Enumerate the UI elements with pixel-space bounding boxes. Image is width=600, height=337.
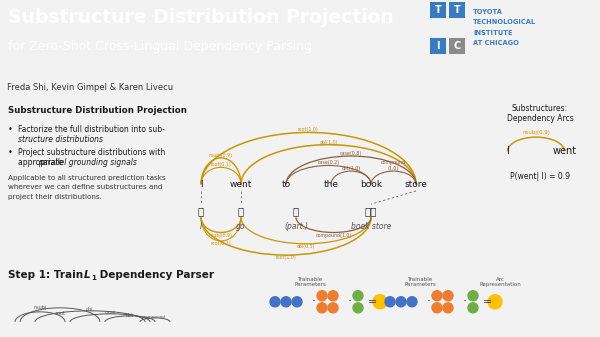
Text: root(1.0): root(1.0) — [298, 127, 319, 132]
Text: go: go — [236, 222, 246, 231]
FancyBboxPatch shape — [449, 38, 465, 54]
Text: Trainable
Parameters: Trainable Parameters — [404, 277, 436, 287]
Circle shape — [270, 297, 280, 307]
Text: (part.): (part.) — [284, 222, 308, 231]
Circle shape — [353, 303, 363, 313]
Text: root: root — [55, 311, 65, 316]
Circle shape — [317, 303, 327, 313]
Text: INSTITUTE: INSTITUTE — [473, 30, 512, 36]
Circle shape — [385, 297, 395, 307]
Text: Freda Shi, Kevin Gimpel & Karen Livecu: Freda Shi, Kevin Gimpel & Karen Livecu — [7, 83, 173, 92]
Text: appropriate: appropriate — [18, 158, 65, 167]
Text: nsubj(0.9): nsubj(0.9) — [209, 233, 233, 238]
Text: case(0.2): case(0.2) — [317, 160, 340, 165]
Text: P(went| I) = 0.9: P(went| I) = 0.9 — [510, 172, 570, 181]
Text: compound(1.0): compound(1.0) — [316, 233, 352, 238]
Circle shape — [407, 297, 417, 307]
Text: 去: 去 — [238, 206, 244, 216]
Text: Substructure Distribution Projection: Substructure Distribution Projection — [8, 106, 187, 115]
Text: I: I — [200, 222, 202, 231]
Text: Applicable to all structured prediction tasks: Applicable to all structured prediction … — [8, 175, 166, 181]
Text: ·: · — [312, 295, 316, 308]
Text: Dependency Parser: Dependency Parser — [96, 270, 214, 280]
Text: C: C — [454, 41, 461, 51]
Text: book: book — [360, 180, 382, 189]
Text: obl(1.0): obl(1.0) — [319, 140, 338, 145]
Circle shape — [488, 295, 502, 309]
Text: root(0.1): root(0.1) — [211, 241, 232, 246]
Text: obi: obi — [86, 307, 94, 312]
Circle shape — [292, 297, 302, 307]
Text: L: L — [84, 270, 91, 280]
Text: Trainable
Parameters: Trainable Parameters — [294, 277, 326, 287]
Circle shape — [281, 297, 291, 307]
Text: ·: · — [427, 295, 431, 308]
Text: root(0.1): root(0.1) — [211, 162, 232, 167]
Text: Step 1: Train: Step 1: Train — [8, 270, 87, 280]
Text: 了: 了 — [293, 206, 299, 216]
Circle shape — [373, 295, 387, 309]
FancyBboxPatch shape — [430, 2, 446, 18]
Text: case(0.8): case(0.8) — [340, 151, 362, 156]
Circle shape — [328, 291, 338, 301]
Text: store: store — [404, 180, 427, 189]
Text: project their distributions.: project their distributions. — [8, 194, 102, 200]
Circle shape — [328, 303, 338, 313]
Text: Dependency Arcs: Dependency Arcs — [506, 114, 574, 123]
Text: =: = — [483, 297, 493, 307]
Text: T: T — [434, 5, 442, 15]
Text: case: case — [104, 310, 116, 315]
Text: Arc
Representation: Arc Representation — [479, 277, 521, 287]
Text: book store: book store — [351, 222, 391, 231]
Circle shape — [468, 303, 478, 313]
Text: nsubj(0.9): nsubj(0.9) — [522, 130, 550, 135]
Text: I: I — [200, 180, 202, 189]
Text: root(1.0): root(1.0) — [275, 255, 296, 260]
Text: 1: 1 — [91, 275, 96, 281]
Text: nsubj(0.9): nsubj(0.9) — [209, 153, 233, 158]
Text: ·: · — [348, 295, 352, 308]
FancyBboxPatch shape — [449, 2, 465, 18]
Text: TECHNOLOGICAL: TECHNOLOGICAL — [473, 20, 536, 26]
Text: nsubj: nsubj — [34, 305, 47, 310]
Text: TOYOTA: TOYOTA — [473, 9, 503, 15]
Text: to: to — [281, 180, 290, 189]
Text: Factorize the full distribution into sub-: Factorize the full distribution into sub… — [18, 125, 165, 134]
Text: the: the — [323, 180, 338, 189]
Circle shape — [317, 291, 327, 301]
Text: Project substructure distributions with: Project substructure distributions with — [18, 148, 166, 157]
Text: compound: compound — [144, 315, 166, 319]
FancyBboxPatch shape — [430, 38, 446, 54]
Text: for Zero-Shot Cross-Lingual Dependency Parsing: for Zero-Shot Cross-Lingual Dependency P… — [8, 40, 312, 53]
Circle shape — [432, 291, 442, 301]
Circle shape — [432, 303, 442, 313]
Circle shape — [443, 303, 453, 313]
Text: =: = — [368, 297, 377, 307]
Text: •: • — [8, 148, 13, 157]
Text: T: T — [454, 5, 460, 15]
Text: went: went — [230, 180, 252, 189]
Text: obl(0.5): obl(0.5) — [297, 244, 315, 249]
Text: 書店: 書店 — [365, 206, 377, 216]
Text: det(1.0): det(1.0) — [341, 166, 361, 171]
Text: •: • — [8, 125, 13, 134]
Circle shape — [353, 291, 363, 301]
Text: I: I — [436, 41, 440, 51]
Text: ·: · — [463, 295, 467, 308]
Text: det: det — [126, 313, 134, 318]
Text: structure distributions: structure distributions — [18, 135, 103, 144]
Text: Substructure Distribution Projection: Substructure Distribution Projection — [8, 8, 394, 27]
Circle shape — [396, 297, 406, 307]
Text: I: I — [506, 146, 509, 156]
Text: wherever we can define substructures and: wherever we can define substructures and — [8, 184, 163, 190]
Text: compound
(1.0): compound (1.0) — [381, 160, 406, 171]
Text: parallel grounding signals: parallel grounding signals — [38, 158, 137, 167]
Text: AT CHICAGO: AT CHICAGO — [473, 40, 519, 47]
Text: 我: 我 — [198, 206, 204, 216]
Circle shape — [443, 291, 453, 301]
Circle shape — [468, 291, 478, 301]
Text: Substructures:: Substructures: — [512, 104, 568, 113]
Text: went: went — [553, 146, 577, 156]
